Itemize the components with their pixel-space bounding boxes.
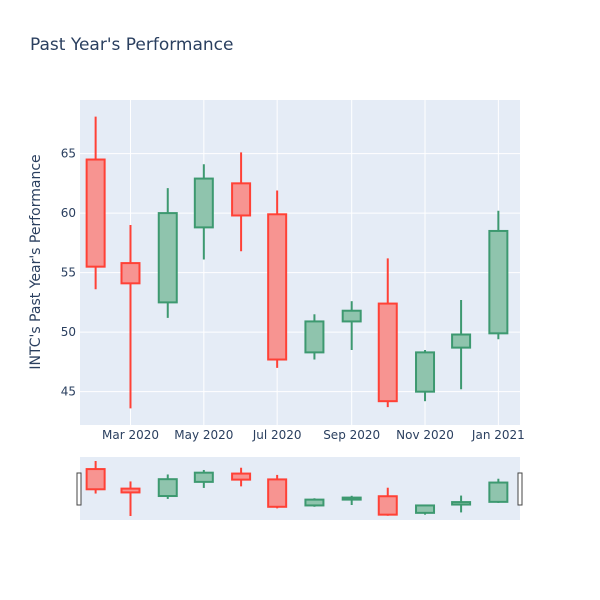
candle[interactable] (120, 225, 141, 409)
candle[interactable] (267, 474, 288, 509)
candle-body (231, 182, 252, 217)
chart-title: Past Year's Performance (30, 35, 234, 55)
candle[interactable] (85, 461, 106, 494)
candle[interactable] (304, 314, 325, 360)
candle[interactable] (451, 300, 472, 390)
candle-body (451, 333, 472, 349)
candle[interactable] (193, 164, 214, 260)
candle-body (341, 309, 362, 323)
candle-body (193, 177, 214, 229)
candle-body (304, 498, 325, 507)
candle[interactable] (415, 350, 436, 402)
candle[interactable] (267, 190, 288, 368)
candle[interactable] (341, 301, 362, 350)
candle[interactable] (377, 487, 398, 516)
candle-body (267, 478, 288, 508)
y-tick-label: 50 (61, 325, 76, 339)
candle-body (193, 471, 214, 483)
candle-body (120, 487, 141, 494)
candle-body (377, 302, 398, 403)
candle-body (157, 212, 178, 304)
candle-body (488, 229, 509, 335)
x-tick-label: Mar 2020 (102, 428, 159, 442)
x-tick-label: Jul 2020 (252, 428, 302, 442)
candle[interactable] (157, 474, 178, 499)
y-tick-label: 55 (61, 266, 76, 280)
candle-body (231, 472, 252, 481)
range-slider-candles (85, 461, 509, 516)
candle-body (120, 262, 141, 285)
x-tick-label: Sep 2020 (323, 428, 380, 442)
candle[interactable] (488, 210, 509, 340)
y-axis-tick-labels: 45 50 55 60 65 (61, 147, 76, 399)
candle[interactable] (120, 481, 141, 516)
main-candles (85, 116, 509, 409)
candle-body (377, 495, 398, 516)
candle[interactable] (304, 498, 325, 507)
candle[interactable] (341, 495, 362, 505)
range-slider-right-handle[interactable] (517, 472, 523, 506)
candle[interactable] (377, 258, 398, 408)
candle-body (415, 504, 436, 514)
x-tick-label: Jan 2021 (471, 428, 525, 442)
candle-body (341, 496, 362, 501)
x-tick-label: Nov 2020 (396, 428, 454, 442)
candle-body (85, 158, 106, 268)
y-axis-title: INTC's Past Year's Performance (28, 154, 44, 369)
candle[interactable] (85, 116, 106, 290)
candle-body (488, 481, 509, 503)
y-tick-label: 45 (61, 385, 76, 399)
candle[interactable] (488, 478, 509, 503)
range-slider[interactable] (80, 457, 520, 520)
x-axis-tick-labels: Mar 2020 May 2020 Jul 2020 Sep 2020 Nov 2020… (102, 428, 525, 442)
candle-body (267, 213, 288, 361)
candle[interactable] (193, 469, 214, 488)
candle[interactable] (157, 188, 178, 318)
x-tick-label: May 2020 (174, 428, 233, 442)
candle-body (157, 478, 178, 498)
y-tick-label: 60 (61, 206, 76, 220)
candle[interactable] (415, 504, 436, 515)
range-slider-left-handle[interactable] (76, 472, 82, 506)
candle-body (451, 501, 472, 506)
candle-body (415, 351, 436, 393)
candle-body (85, 468, 106, 491)
candle-body (304, 320, 325, 354)
candle[interactable] (451, 495, 472, 513)
y-tick-label: 65 (61, 147, 76, 161)
candle[interactable] (231, 467, 252, 487)
main-plot-area[interactable] (80, 100, 520, 425)
candle[interactable] (231, 152, 252, 252)
